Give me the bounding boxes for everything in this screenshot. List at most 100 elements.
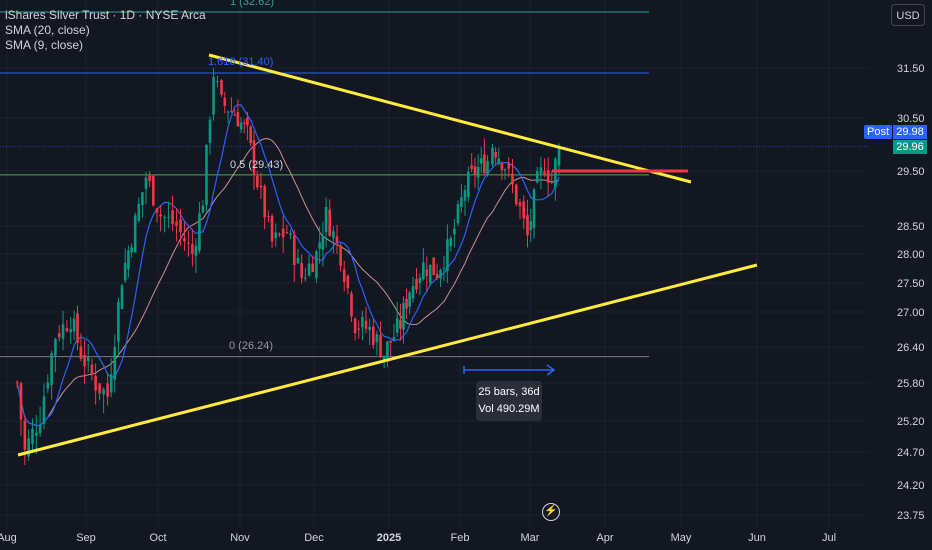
candle-body (148, 175, 151, 182)
candle-body (389, 340, 392, 343)
descending-trendline (208, 53, 692, 184)
candle-body (550, 182, 554, 184)
candle-body (526, 214, 529, 236)
candle-body (446, 239, 449, 272)
post-price-badge: 29.98 (893, 125, 927, 139)
candle-body (15, 382, 19, 384)
candle-body (38, 424, 42, 434)
candle-body (270, 215, 274, 242)
candle-body (79, 346, 83, 359)
last-price-badge: 29.96 (893, 140, 927, 154)
candle-body (263, 186, 266, 218)
time-tick-label: May (671, 532, 692, 544)
candle-body (364, 320, 368, 329)
time-tick-label: Dec (304, 532, 324, 544)
candle-body (179, 219, 182, 232)
candle-body (205, 144, 208, 206)
price-tick-label: 28.50 (897, 221, 925, 233)
indicator-sma20[interactable]: SMA (20, close) (5, 23, 90, 37)
time-tick-label: Oct (149, 532, 166, 544)
sma20-path (16, 138, 560, 427)
candle-body (117, 302, 120, 342)
candle-body (285, 232, 289, 234)
tradingview-logo-icon[interactable]: ⚡ (542, 503, 560, 521)
candle-body (133, 215, 137, 253)
candle-body (546, 170, 550, 183)
candlestick-series (15, 68, 561, 465)
candle-body (86, 357, 90, 361)
price-tick-label: 26.40 (897, 342, 925, 354)
candle-body (357, 328, 361, 330)
candle-body (470, 165, 473, 169)
candle-body (507, 163, 511, 169)
measure-bars: 25 bars, 36d (478, 386, 540, 398)
candle-body (463, 190, 467, 201)
candle-body (102, 389, 105, 395)
candle-body (318, 242, 321, 249)
symbol-title[interactable]: iShares Silver Trust · 1D · NYSE Arca (5, 8, 206, 22)
candle-body (311, 263, 315, 272)
fibonacci-levels (0, 11, 868, 358)
candle-body (486, 161, 489, 175)
candle-body (249, 126, 252, 144)
candle-body (386, 341, 389, 359)
candle-body (242, 122, 246, 124)
time-tick-label: Sep (76, 532, 96, 544)
fib-label-1618: 1.618 (31.40) (208, 56, 273, 68)
candle-body (408, 292, 411, 307)
candle-body (339, 245, 342, 266)
candle-body (42, 396, 46, 424)
candle-body (418, 277, 422, 283)
candle-body (460, 197, 463, 207)
candle-body (267, 215, 270, 217)
candle-body (399, 319, 402, 329)
fib-label-top: 1 (32.62) (230, 0, 274, 8)
candle-body (137, 203, 141, 221)
currency-button[interactable]: USD (891, 4, 925, 26)
candle-body (479, 158, 483, 164)
post-market-badge: Post (864, 125, 892, 139)
candle-body (296, 257, 300, 264)
candle-body (439, 270, 442, 279)
candle-body (83, 354, 86, 367)
candle-body (442, 268, 446, 270)
time-tick-label: Jun (748, 532, 766, 544)
candle-body (27, 438, 30, 457)
candle-body (518, 202, 522, 207)
candle-body (233, 114, 237, 116)
ascending-trendline (17, 263, 758, 457)
fib-label-05: 0.5 (29.43) (230, 159, 283, 171)
price-tick-label: 27.00 (897, 307, 925, 319)
candle-body (449, 237, 453, 247)
candle-body (152, 175, 155, 206)
candle-body (491, 147, 494, 165)
candle-body (428, 264, 432, 284)
candle-body (453, 228, 456, 235)
candle-body (402, 303, 405, 330)
candle-body (109, 374, 113, 393)
sma9-path (16, 104, 560, 427)
candle-body (353, 318, 357, 334)
price-and-time-axes: 31.50 30.50 29.50 28.50 28.00 27.50 27.00 26.40… (0, 63, 925, 544)
candle-body (72, 318, 76, 332)
candle-body (23, 420, 27, 450)
candle-body (141, 192, 144, 206)
candle-body (216, 81, 219, 83)
candle-body (300, 262, 303, 279)
candle-body (252, 140, 256, 174)
candle-body (167, 216, 170, 218)
candle-body (98, 383, 101, 394)
candle-body (494, 152, 497, 158)
candle-body (554, 158, 557, 188)
chart-grid (0, 0, 868, 527)
candle-body (467, 171, 470, 197)
drawing-tools (17, 53, 758, 457)
indicator-sma9[interactable]: SMA (9, close) (5, 38, 84, 52)
measure-tooltip: 25 bars, 36d Vol 490.29M (476, 381, 542, 421)
candle-body (557, 146, 561, 166)
candle-body (543, 171, 546, 175)
candle-body (187, 242, 190, 244)
candle-body (212, 77, 215, 115)
price-tick-label: 24.20 (897, 480, 925, 492)
